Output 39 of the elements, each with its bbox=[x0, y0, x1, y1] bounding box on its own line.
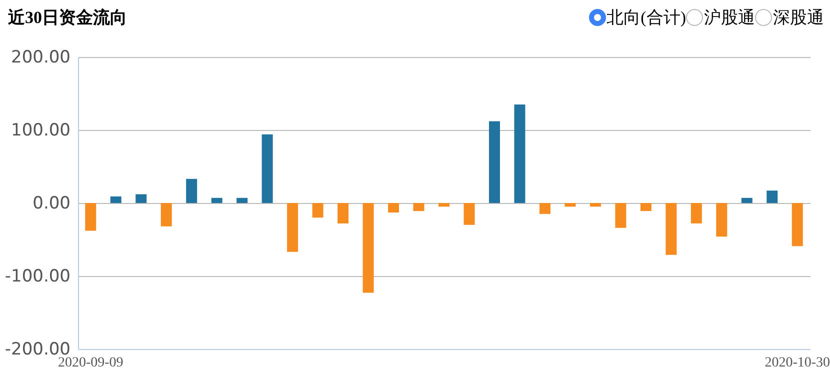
bar bbox=[110, 196, 122, 203]
bar bbox=[312, 203, 324, 218]
y-tick-label: 200.00 bbox=[11, 48, 70, 68]
y-tick-label: 0.00 bbox=[32, 194, 70, 214]
y-tick-label: -100.00 bbox=[4, 266, 70, 286]
bar bbox=[186, 178, 198, 203]
bar bbox=[615, 203, 626, 228]
bar bbox=[792, 203, 803, 246]
x-tick-label: 2020-09-09 bbox=[58, 356, 124, 370]
bar bbox=[514, 104, 526, 203]
bar bbox=[716, 203, 728, 237]
bar bbox=[564, 203, 576, 207]
bar bbox=[287, 203, 298, 252]
text: 北向(合计) bbox=[606, 6, 686, 28]
bar bbox=[160, 203, 172, 226]
bar bbox=[539, 203, 550, 214]
bar bbox=[211, 198, 222, 203]
bar bbox=[262, 134, 273, 203]
bar bbox=[590, 203, 601, 207]
bar bbox=[741, 198, 752, 203]
chart-title: 近30日资金流向 bbox=[8, 6, 127, 28]
bar bbox=[666, 203, 677, 255]
bar bbox=[85, 203, 96, 231]
bar bbox=[640, 203, 652, 212]
x-tick-label: 2020-10-30 bbox=[764, 356, 830, 370]
bar bbox=[690, 203, 702, 224]
y-tick-label: 100.00 bbox=[11, 120, 70, 140]
bar bbox=[438, 203, 450, 207]
bar bbox=[488, 121, 500, 203]
bar bbox=[136, 194, 147, 203]
bar bbox=[338, 203, 349, 224]
bar bbox=[464, 203, 475, 225]
text: 深股通 bbox=[773, 6, 824, 28]
bar bbox=[362, 203, 374, 293]
bar bbox=[766, 190, 778, 203]
bar bbox=[413, 203, 424, 212]
bar bbox=[236, 198, 248, 203]
text: 沪股通 bbox=[704, 6, 755, 28]
bar bbox=[388, 203, 400, 212]
